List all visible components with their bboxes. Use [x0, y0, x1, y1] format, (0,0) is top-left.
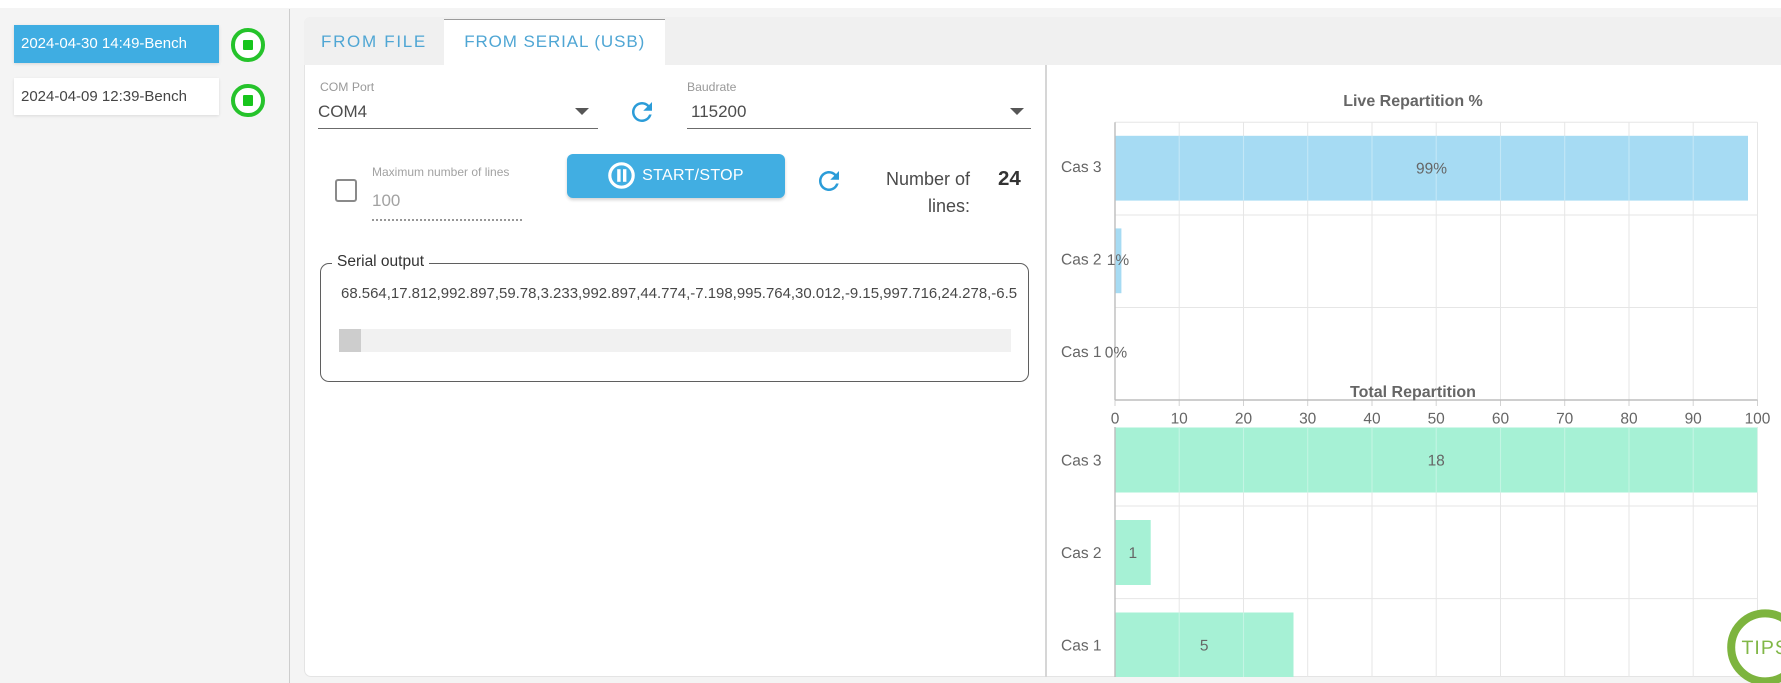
svg-text:80: 80: [1620, 411, 1638, 428]
svg-text:Total Repartition: Total Repartition: [1350, 384, 1476, 401]
svg-text:Cas 1: Cas 1: [1061, 344, 1102, 361]
svg-text:TIPS: TIPS: [1742, 637, 1781, 659]
svg-text:30: 30: [1299, 411, 1317, 428]
svg-text:50: 50: [1428, 411, 1446, 428]
svg-text:60: 60: [1492, 411, 1510, 428]
svg-text:Cas 3: Cas 3: [1061, 453, 1102, 470]
svg-text:99%: 99%: [1416, 161, 1447, 178]
svg-text:10: 10: [1171, 411, 1189, 428]
svg-text:5: 5: [1200, 638, 1209, 655]
svg-text:18: 18: [1428, 453, 1445, 470]
svg-text:0: 0: [1111, 411, 1120, 428]
svg-text:1%: 1%: [1107, 252, 1130, 269]
svg-text:Live Repartition %: Live Repartition %: [1343, 93, 1483, 110]
svg-text:90: 90: [1685, 411, 1703, 428]
svg-text:0%: 0%: [1105, 345, 1128, 362]
svg-text:Cas 2: Cas 2: [1061, 252, 1102, 269]
svg-text:70: 70: [1556, 411, 1574, 428]
svg-text:Cas 1: Cas 1: [1061, 638, 1102, 655]
svg-text:Cas 2: Cas 2: [1061, 545, 1102, 562]
svg-text:40: 40: [1363, 411, 1381, 428]
svg-text:20: 20: [1235, 411, 1253, 428]
svg-text:Cas 3: Cas 3: [1061, 159, 1102, 176]
svg-text:1: 1: [1128, 545, 1137, 562]
svg-text:100: 100: [1745, 411, 1771, 428]
